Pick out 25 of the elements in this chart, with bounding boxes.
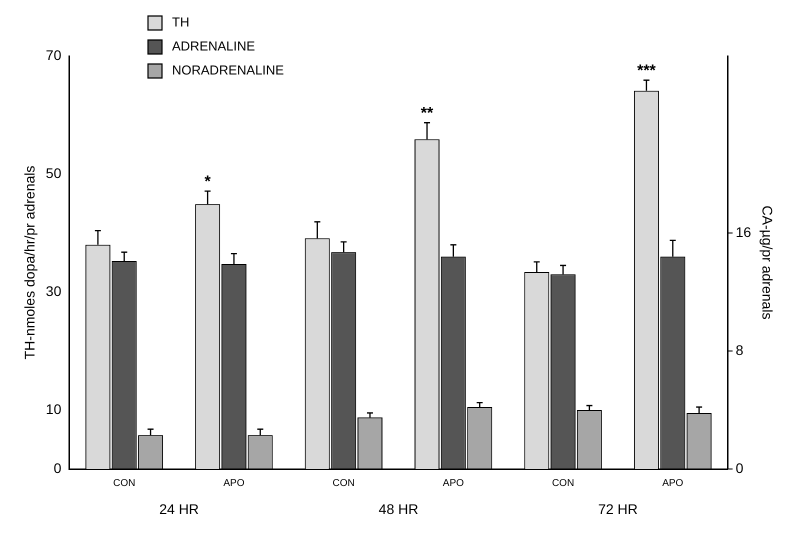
- annotation: ***: [637, 62, 657, 80]
- y-axis-title: TH-nmoles dopa/hr/pr adrenals: [21, 166, 38, 360]
- legend-label: TH: [172, 14, 190, 30]
- annotation: *: [204, 174, 212, 191]
- x-tick-label: APO: [223, 478, 245, 489]
- annotation: **: [420, 105, 434, 122]
- x-tick-label: APO: [662, 478, 684, 489]
- y-tick-label: 50: [46, 164, 62, 181]
- y2-tick-label: 0: [736, 460, 744, 476]
- y-tick-label: 0: [54, 460, 62, 476]
- text: 72 HR: [598, 500, 638, 517]
- text: 48 HR: [378, 500, 418, 517]
- x-tick-label: APO: [442, 478, 464, 489]
- y-tick-label: 10: [46, 400, 62, 417]
- x-tick-label: CON: [552, 478, 574, 489]
- y2-tick-label: 16: [736, 224, 752, 240]
- x-tick-label: CON: [332, 478, 355, 489]
- y2-tick-label: 8: [736, 342, 744, 358]
- y-tick-label: 70: [46, 46, 62, 63]
- y-tick-label: 30: [46, 282, 62, 299]
- legend-label: NORADRENALINE: [172, 62, 284, 78]
- text: 24 HR: [159, 500, 199, 517]
- x-tick-label: CON: [113, 478, 136, 489]
- legend-label: ADRENALINE: [172, 38, 256, 54]
- y2-axis-title: CA-µg/pr adrenals: [760, 206, 776, 320]
